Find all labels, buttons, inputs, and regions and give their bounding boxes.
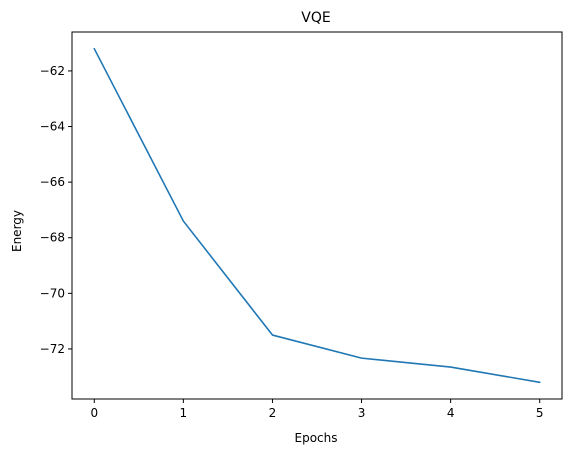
x-tick-label: 2 — [269, 406, 277, 420]
y-axis-label: Energy — [10, 210, 24, 252]
y-tick-label: −62 — [40, 64, 65, 78]
y-tick-label: −68 — [40, 231, 65, 245]
y-tick-label: −66 — [40, 175, 65, 189]
y-tick-label: −72 — [40, 342, 65, 356]
x-tick-label: 0 — [90, 406, 98, 420]
series-line — [93, 47, 541, 384]
axis-ticks: 0 1 2 3 4 5 −62 −64 −66 −68 −70 −72 — [40, 64, 544, 420]
plot-area — [93, 47, 541, 384]
x-tick-label: 3 — [358, 406, 366, 420]
y-tick-label: −64 — [40, 120, 65, 134]
x-tick-label: 5 — [536, 406, 544, 420]
chart-title: VQE — [301, 10, 330, 26]
x-axis-label: Epochs — [295, 431, 338, 445]
y-tick-label: −70 — [40, 286, 65, 300]
axes-frame — [71, 31, 563, 400]
x-tick-label: 4 — [447, 406, 455, 420]
x-tick-label: 1 — [180, 406, 188, 420]
